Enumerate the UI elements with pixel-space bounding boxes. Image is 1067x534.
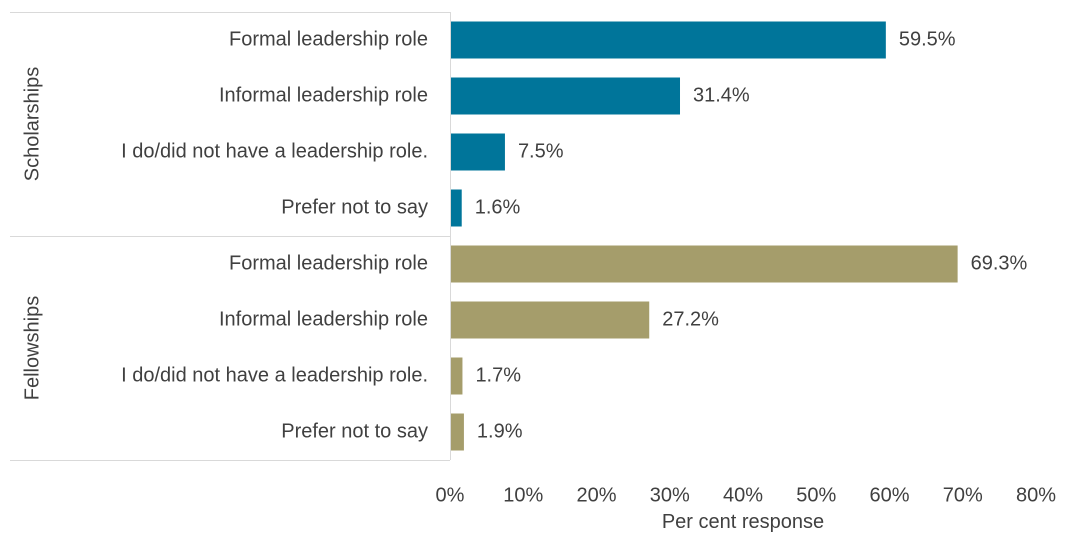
bar-scholarships [451, 189, 462, 227]
x-tick-label: 40% [723, 484, 763, 506]
x-tick-label: 10% [503, 484, 543, 506]
bar-fellowships [451, 301, 650, 339]
x-tick-label: 80% [1016, 484, 1056, 506]
data-label: 1.9% [477, 420, 523, 442]
x-axis-title: Per cent response [662, 511, 824, 533]
x-tick-label: 70% [943, 484, 983, 506]
x-tick-label: 30% [650, 484, 690, 506]
bar-fellowships [451, 245, 958, 283]
data-label: 59.5% [899, 28, 956, 50]
category-label: Formal leadership role [229, 252, 428, 274]
data-label: 69.3% [971, 252, 1028, 274]
data-label: 31.4% [693, 84, 750, 106]
data-label: 1.7% [475, 364, 521, 386]
bar-fellowships [451, 413, 464, 451]
category-label: Prefer not to say [281, 420, 428, 442]
bar-scholarships [451, 77, 681, 115]
data-label: 27.2% [662, 308, 719, 330]
bar-fellowships [451, 357, 463, 395]
data-label: 1.6% [475, 196, 521, 218]
x-tick-label: 50% [796, 484, 836, 506]
category-label: Formal leadership role [229, 28, 428, 50]
category-label: I do/did not have a leadership role. [121, 140, 428, 162]
x-tick-label: 60% [869, 484, 909, 506]
group-label-scholarships: Scholarships [21, 67, 43, 182]
x-tick-label: 20% [576, 484, 616, 506]
category-label: I do/did not have a leadership role. [121, 364, 428, 386]
data-label: 7.5% [518, 140, 564, 162]
category-label: Informal leadership role [219, 308, 428, 330]
category-label: Prefer not to say [281, 196, 428, 218]
group-label-fellowships: Fellowships [21, 296, 43, 400]
bar-scholarships [451, 133, 505, 171]
x-tick-label: 0% [436, 484, 465, 506]
category-label: Informal leadership role [219, 84, 428, 106]
bar-scholarships [451, 21, 886, 59]
